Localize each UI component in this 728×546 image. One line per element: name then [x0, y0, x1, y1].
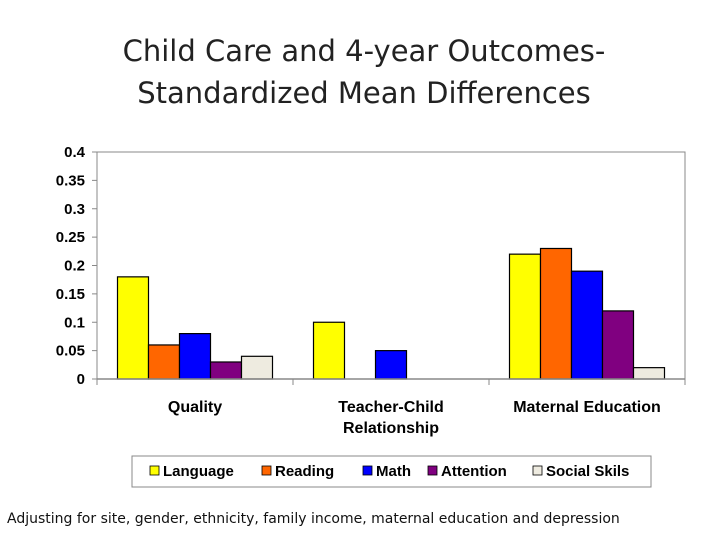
bar-reading [539, 247, 573, 380]
bar-social-skils [632, 367, 666, 380]
y-tick-label: 0.3 [64, 201, 85, 218]
bar-attention [601, 310, 635, 380]
y-tick-label: 0.2 [64, 258, 85, 275]
x-category-label: Teacher-Child [338, 399, 444, 416]
legend-label: Attention [441, 463, 507, 480]
chart-title-line-1: Child Care and 4-year Outcomes- [122, 34, 606, 68]
bar-language [312, 321, 346, 380]
chart-title: Child Care and 4-year Outcomes- Standard… [0, 30, 728, 114]
legend-swatch [149, 465, 160, 476]
bar-math [570, 270, 604, 380]
x-category-label: Relationship [343, 420, 439, 437]
bar-language [116, 276, 150, 380]
footnote: Adjusting for site, gender, ethnicity, f… [7, 511, 620, 527]
legend-swatch [427, 465, 438, 476]
bar-math [178, 333, 212, 380]
chart-title-line-2: Standardized Mean Differences [137, 76, 591, 110]
y-tick-label: 0.05 [56, 343, 85, 360]
y-tick-label: 0.4 [64, 144, 86, 161]
bar-math [374, 350, 408, 380]
bar-attention [209, 361, 243, 380]
legend-swatch [362, 465, 373, 476]
bar-reading [147, 344, 181, 380]
y-tick-label: 0 [77, 371, 85, 388]
legend-swatch [261, 465, 272, 476]
bar-language [508, 253, 542, 380]
x-category-label: Maternal Education [513, 399, 661, 416]
legend-label: Math [376, 463, 411, 480]
y-tick-label: 0.15 [56, 286, 85, 303]
legend-swatch [532, 465, 543, 476]
legend [131, 455, 652, 488]
bar-social-skils [240, 355, 274, 380]
legend-label: Social Skils [546, 463, 629, 480]
x-category-label: Quality [168, 399, 222, 416]
y-tick-label: 0.25 [56, 229, 85, 246]
legend-label: Language [163, 463, 234, 480]
y-tick-label: 0.35 [56, 172, 85, 189]
y-tick-label: 0.1 [64, 314, 85, 331]
legend-label: Reading [275, 463, 334, 480]
